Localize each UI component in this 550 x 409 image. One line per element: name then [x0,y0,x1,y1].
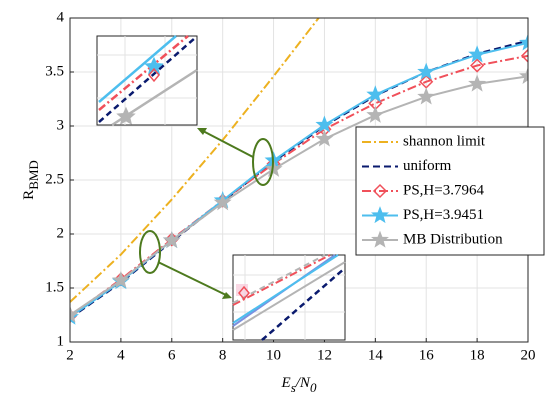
x-tick-label: 8 [219,347,227,363]
marker [417,87,436,105]
marker [372,183,388,199]
series-line [70,75,528,316]
marker [470,58,485,73]
inset-top [96,35,198,127]
x-tick-label: 12 [317,347,332,363]
legend-label: PS,H=3.9451 [403,207,484,223]
x-axis-label: Es/N0 [281,375,317,395]
marker [315,115,334,133]
marker [519,66,528,84]
legend-label: MB Distribution [403,231,503,247]
marker [520,48,528,63]
legend-label: shannon limit [403,133,486,149]
x-tick-label: 14 [368,347,384,363]
marker [468,74,487,92]
marker [315,129,334,147]
marker [371,230,389,248]
marker [371,206,389,224]
x-tick-label: 6 [168,347,176,363]
x-tick-label: 16 [419,347,435,363]
series-line [70,54,528,317]
marker [111,270,130,289]
x-tick-label: 18 [470,347,485,363]
y-tick-label: 3 [57,117,65,133]
y-tick-label: 2.5 [45,171,64,187]
marker [519,33,528,51]
x-tick-label: 2 [66,347,74,363]
x-tick-label: 4 [117,347,125,363]
y-tick-label: 1 [57,333,65,349]
marker [162,231,181,249]
y-tick-label: 4 [57,9,65,25]
marker [70,305,79,323]
y-tick-label: 2 [57,225,65,241]
marker [366,105,385,123]
y-tick-label: 3.5 [45,63,64,79]
legend-label: PS,H=3.7964 [403,182,484,198]
marker [417,62,436,80]
y-axis-label: RBMD [21,160,41,200]
inset-bottom [232,254,346,341]
legend-label: uniform [403,158,452,174]
marker [366,85,385,103]
x-tick-label: 20 [521,347,536,363]
series-line [70,18,320,303]
y-tick-label: 1.5 [45,279,64,295]
marker [213,193,232,211]
annotations [139,128,274,299]
marker [468,45,487,63]
x-tick-label: 10 [266,347,281,363]
